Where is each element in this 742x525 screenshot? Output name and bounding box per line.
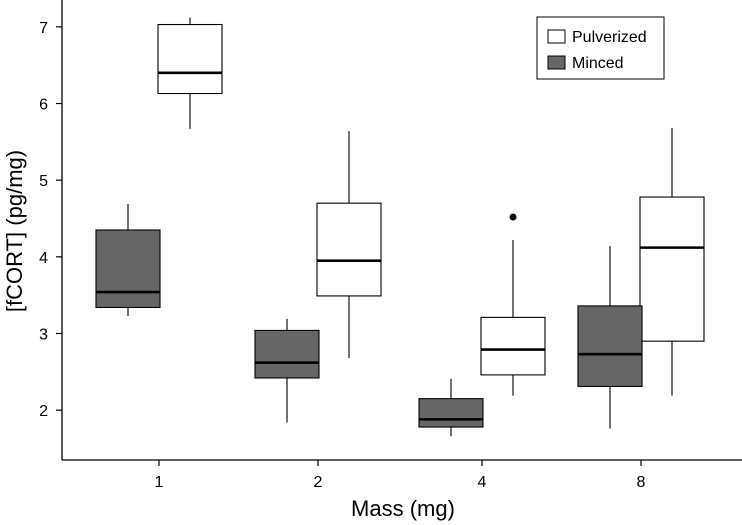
iqr-box (254, 329, 320, 379)
y-axis-label: [fCORT] (pg/mg) (2, 150, 27, 312)
box-minced-1 (95, 203, 161, 316)
box-minced-8 (577, 246, 643, 429)
iqr-box (418, 398, 484, 428)
box-pulverized-8 (639, 128, 705, 396)
iqr-box (95, 229, 161, 308)
y-tick-label: 2 (39, 403, 48, 420)
y-tick-label: 4 (39, 250, 48, 267)
iqr-box (316, 202, 382, 297)
x-tick-label: 2 (314, 474, 323, 491)
box-pulverized-2 (316, 131, 382, 359)
y-tick-label: 5 (39, 173, 48, 190)
box-minced-2 (254, 318, 320, 423)
legend-swatch-minced (547, 55, 566, 70)
legend-swatch-pulverized (547, 29, 566, 44)
box-minced-4 (418, 378, 484, 437)
y-tick-label: 6 (39, 97, 48, 114)
iqr-box (577, 305, 643, 387)
axes (61, 0, 742, 461)
x-axis-label: Mass (mg) (351, 496, 455, 521)
iqr-box (639, 196, 705, 342)
x-tick-label: 4 (478, 474, 487, 491)
iqr-box (480, 316, 546, 376)
legend-label-pulverized: Pulverized (572, 29, 647, 46)
ticks: 2 3 4 5 6 7 1 2 4 8 (39, 20, 645, 491)
x-tick-label: 1 (155, 474, 164, 491)
iqr-box (157, 23, 223, 95)
outlier-point (509, 213, 517, 221)
y-tick-label: 3 (39, 327, 48, 344)
box-pulverized-4 (480, 213, 546, 396)
x-tick-label: 8 (637, 474, 646, 491)
legend-label-minced: Minced (572, 55, 624, 72)
boxes (95, 17, 705, 437)
legend: Pulverized Minced (536, 16, 665, 80)
box-pulverized-1 (157, 17, 223, 129)
y-tick-label: 7 (39, 20, 48, 37)
